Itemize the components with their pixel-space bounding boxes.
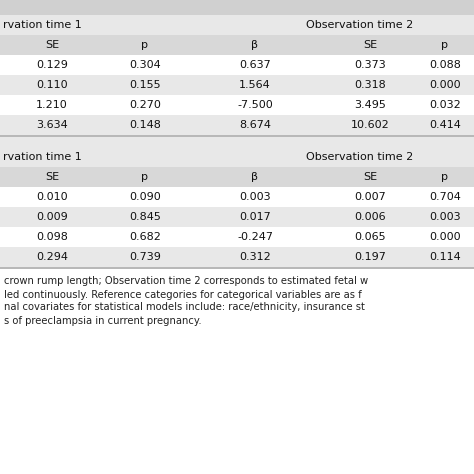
Bar (0, 95, 474, 115)
Text: p: p (441, 40, 448, 50)
Text: β: β (252, 40, 258, 50)
Text: β: β (252, 172, 258, 182)
Text: 0.009: 0.009 (36, 212, 68, 222)
Text: Observation time 2: Observation time 2 (306, 152, 414, 162)
Text: 8.674: 8.674 (239, 120, 271, 130)
Text: 0.065: 0.065 (354, 232, 386, 242)
Text: 0.304: 0.304 (129, 60, 161, 70)
Text: rvation time 1: rvation time 1 (3, 20, 82, 30)
Bar (0, 227, 474, 247)
Bar (0, 35, 474, 55)
Text: s of preeclampsia in current pregnancy.: s of preeclampsia in current pregnancy. (4, 316, 201, 326)
Text: 0.155: 0.155 (129, 80, 161, 90)
Text: rvation time 1: rvation time 1 (3, 152, 82, 162)
Text: 1.564: 1.564 (239, 80, 271, 90)
Text: 0.032: 0.032 (429, 100, 461, 110)
Bar (0, 137, 474, 147)
Bar (0, 0, 474, 15)
Text: 0.007: 0.007 (354, 192, 386, 202)
Text: crown rump length; Observation time 2 corresponds to estimated fetal w: crown rump length; Observation time 2 co… (4, 276, 368, 286)
Text: p: p (142, 40, 148, 50)
Text: 0.088: 0.088 (429, 60, 461, 70)
Bar (0, 267, 474, 269)
Text: 0.414: 0.414 (429, 120, 461, 130)
Text: 0.006: 0.006 (354, 212, 386, 222)
Text: 0.098: 0.098 (36, 232, 68, 242)
Bar (0, 135, 474, 137)
Text: nal covariates for statistical models include: race/ethnicity, insurance st: nal covariates for statistical models in… (4, 302, 365, 312)
Text: 10.602: 10.602 (351, 120, 389, 130)
Text: 0.090: 0.090 (129, 192, 161, 202)
Text: 0.739: 0.739 (129, 252, 161, 262)
Text: 0.000: 0.000 (429, 232, 461, 242)
Bar (0, 207, 474, 227)
Text: 1.210: 1.210 (36, 100, 68, 110)
Text: 0.845: 0.845 (129, 212, 161, 222)
Text: 0.637: 0.637 (239, 60, 271, 70)
Text: SE: SE (45, 172, 59, 182)
Text: p: p (441, 172, 448, 182)
Bar (0, 55, 474, 75)
Text: p: p (142, 172, 148, 182)
Bar (0, 115, 474, 135)
Text: 0.704: 0.704 (429, 192, 461, 202)
Text: 0.000: 0.000 (429, 80, 461, 90)
Text: SE: SE (363, 172, 377, 182)
Text: 0.017: 0.017 (239, 212, 271, 222)
Bar (0, 167, 474, 187)
Text: led continuously. Reference categories for categorical variables are as f: led continuously. Reference categories f… (4, 290, 362, 300)
Text: 3.495: 3.495 (354, 100, 386, 110)
Text: 3.634: 3.634 (36, 120, 68, 130)
Text: 0.270: 0.270 (129, 100, 161, 110)
Text: 0.312: 0.312 (239, 252, 271, 262)
Text: 0.129: 0.129 (36, 60, 68, 70)
Text: -7.500: -7.500 (237, 100, 273, 110)
Text: -0.247: -0.247 (237, 232, 273, 242)
Text: 0.197: 0.197 (354, 252, 386, 262)
Text: 0.318: 0.318 (354, 80, 386, 90)
Text: 0.003: 0.003 (429, 212, 461, 222)
Text: 0.294: 0.294 (36, 252, 68, 262)
Bar (0, 147, 474, 167)
Text: 0.010: 0.010 (36, 192, 68, 202)
Text: SE: SE (45, 40, 59, 50)
Bar (0, 75, 474, 95)
Text: Observation time 2: Observation time 2 (306, 20, 414, 30)
Text: 0.110: 0.110 (36, 80, 68, 90)
Text: 0.682: 0.682 (129, 232, 161, 242)
Text: 0.373: 0.373 (354, 60, 386, 70)
Text: 0.003: 0.003 (239, 192, 271, 202)
Bar (0, 187, 474, 207)
Text: 0.114: 0.114 (429, 252, 461, 262)
Text: SE: SE (363, 40, 377, 50)
Bar (0, 15, 474, 35)
Text: 0.148: 0.148 (129, 120, 161, 130)
Bar (0, 247, 474, 267)
